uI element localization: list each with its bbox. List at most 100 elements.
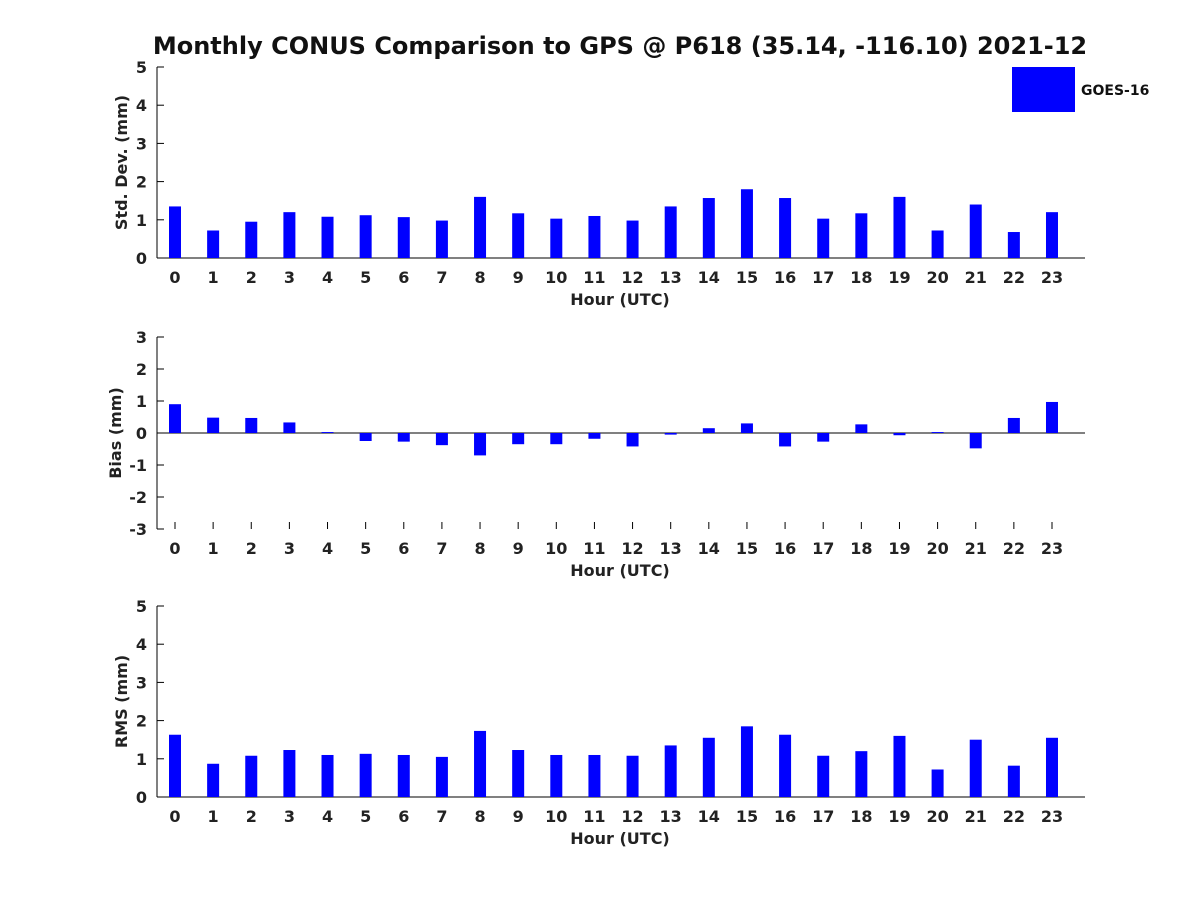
y-tick-label: 0 <box>136 249 147 268</box>
x-tick-label: 11 <box>583 268 605 287</box>
y-tick-label: 1 <box>136 211 147 230</box>
bar-hour-13 <box>664 206 677 258</box>
bar-hour-22 <box>1007 765 1020 797</box>
x-tick-label: 11 <box>583 807 605 826</box>
x-tick-label: 8 <box>474 539 485 558</box>
x-tick-label: 16 <box>774 539 796 558</box>
bar-hour-14 <box>702 737 715 797</box>
bar-hour-20 <box>931 230 944 258</box>
bar-hour-3 <box>283 212 296 258</box>
x-tick-label: 21 <box>965 539 987 558</box>
x-tick-label: 7 <box>436 539 447 558</box>
bar-hour-11 <box>588 754 601 797</box>
x-tick-label: 12 <box>621 268 643 287</box>
x-tick-label: 15 <box>736 268 758 287</box>
bar-hour-13 <box>664 745 677 797</box>
x-tick-label: 3 <box>284 539 295 558</box>
x-tick-label: 10 <box>545 807 567 826</box>
x-tick-label: 17 <box>812 807 834 826</box>
bar-hour-7 <box>435 433 448 446</box>
bar-hour-6 <box>397 433 410 442</box>
bar-hour-10 <box>550 218 563 258</box>
x-tick-label: 16 <box>774 268 796 287</box>
chart-title: Monthly CONUS Comparison to GPS @ P618 (… <box>153 32 1087 60</box>
bar-hour-21 <box>969 739 982 797</box>
y-tick-label: 2 <box>136 360 147 379</box>
bar-hour-7 <box>435 220 448 258</box>
x-tick-label: 4 <box>322 539 333 558</box>
x-tick-label: 14 <box>698 807 720 826</box>
x-tick-label: 5 <box>360 268 371 287</box>
bar-hour-9 <box>512 433 525 445</box>
bar-hour-2 <box>245 755 258 797</box>
y-tick-label: 3 <box>136 673 147 692</box>
x-tick-label: 10 <box>545 539 567 558</box>
x-tick-label: 8 <box>474 268 485 287</box>
x-tick-label: 1 <box>208 807 219 826</box>
bar-hour-11 <box>588 433 601 439</box>
bar-hour-12 <box>626 755 639 797</box>
bar-hour-15 <box>740 423 753 433</box>
bar-hour-17 <box>817 755 830 797</box>
y-tick-label: 0 <box>136 788 147 807</box>
bar-hour-17 <box>817 433 830 442</box>
y-axis-label: Bias (mm) <box>106 387 125 479</box>
bar-hour-0 <box>169 404 181 433</box>
y-tick-label: 4 <box>136 635 147 654</box>
bar-hour-12 <box>626 220 639 258</box>
x-tick-label: 3 <box>284 807 295 826</box>
bar-hour-4 <box>321 754 334 797</box>
bar-hour-3 <box>283 422 296 433</box>
bar-hour-13 <box>664 433 677 435</box>
x-tick-label: 12 <box>621 539 643 558</box>
bar-hour-16 <box>779 433 792 447</box>
x-tick-label: 12 <box>621 807 643 826</box>
y-tick-label: 1 <box>136 750 147 769</box>
x-tick-label: 6 <box>398 539 409 558</box>
bar-hour-22 <box>1007 417 1020 433</box>
x-tick-label: 14 <box>698 539 720 558</box>
x-tick-label: 19 <box>888 539 910 558</box>
bar-hour-19 <box>893 196 906 258</box>
y-tick-label: -3 <box>129 520 147 539</box>
bar-hour-21 <box>969 204 982 258</box>
x-tick-label: 13 <box>660 807 682 826</box>
x-tick-label: 7 <box>436 268 447 287</box>
bar-hour-12 <box>626 433 639 447</box>
x-tick-label: 16 <box>774 807 796 826</box>
bar-hour-17 <box>817 218 830 258</box>
bar-hour-9 <box>512 213 525 258</box>
x-tick-label: 18 <box>850 539 872 558</box>
x-tick-label: 20 <box>926 807 948 826</box>
x-tick-label: 0 <box>169 539 180 558</box>
bar-hour-16 <box>779 734 792 797</box>
bar-hour-8 <box>474 196 487 258</box>
legend-swatch <box>1012 67 1075 112</box>
bar-hour-23 <box>1045 212 1058 258</box>
x-tick-label: 9 <box>513 268 524 287</box>
bar-hour-2 <box>245 417 258 433</box>
x-tick-label: 6 <box>398 268 409 287</box>
x-axis-label: Hour (UTC) <box>570 290 670 309</box>
x-tick-label: 2 <box>246 268 257 287</box>
x-tick-label: 1 <box>208 539 219 558</box>
x-tick-label: 2 <box>246 807 257 826</box>
bar-hour-7 <box>435 756 448 797</box>
x-tick-label: 14 <box>698 268 720 287</box>
bar-hour-8 <box>474 730 487 797</box>
x-tick-label: 20 <box>926 539 948 558</box>
x-tick-label: 4 <box>322 807 333 826</box>
y-tick-label: 2 <box>136 712 147 731</box>
bar-hour-14 <box>702 428 715 433</box>
y-tick-label: 0 <box>136 424 147 443</box>
x-tick-label: 8 <box>474 807 485 826</box>
y-tick-label: 3 <box>136 134 147 153</box>
y-tick-label: -2 <box>129 488 147 507</box>
bar-hour-21 <box>969 433 982 449</box>
bar-hour-20 <box>931 769 944 797</box>
x-tick-label: 17 <box>812 539 834 558</box>
x-tick-label: 13 <box>660 268 682 287</box>
bar-hour-10 <box>550 754 563 797</box>
